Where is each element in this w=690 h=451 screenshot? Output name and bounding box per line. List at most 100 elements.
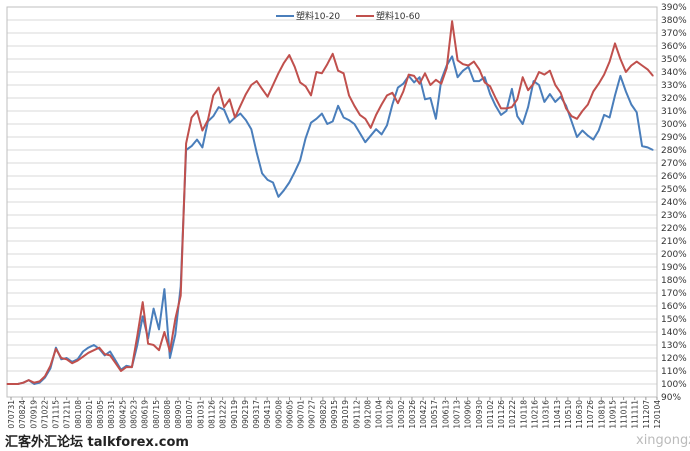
y-tick-label: 190% xyxy=(661,263,687,273)
data-point-series1 xyxy=(419,76,421,78)
data-point-series1 xyxy=(277,196,279,198)
data-point-series2 xyxy=(22,382,24,384)
x-tick-label: 080425 xyxy=(118,400,127,429)
data-point-series2 xyxy=(28,379,30,381)
data-point-series2 xyxy=(142,301,144,303)
data-point-series2 xyxy=(120,370,122,372)
x-tick-label: 111011 xyxy=(620,400,629,429)
data-point-series1 xyxy=(549,93,551,95)
data-point-series1 xyxy=(652,149,654,151)
data-point-series2 xyxy=(131,366,133,368)
x-tick-label: 090727 xyxy=(308,400,317,429)
data-point-series2 xyxy=(538,71,540,73)
data-point-series2 xyxy=(174,318,176,320)
data-point-series1 xyxy=(315,118,317,120)
x-tick-label: 110630 xyxy=(575,400,584,429)
data-point-series1 xyxy=(305,137,307,139)
data-point-series2 xyxy=(435,79,437,81)
data-point-series1 xyxy=(299,159,301,161)
x-tick-label: 100326 xyxy=(408,400,417,429)
data-point-series2 xyxy=(223,106,225,108)
data-point-series2 xyxy=(554,84,556,86)
data-point-series1 xyxy=(125,365,127,367)
series-line-2 xyxy=(7,20,654,385)
x-tick-label: 100713 xyxy=(453,400,462,429)
data-point-series2 xyxy=(527,89,529,91)
y-tick-label: 140% xyxy=(661,328,687,338)
data-point-series2 xyxy=(288,54,290,56)
grid-lines xyxy=(7,6,657,398)
x-tick-label: 110216 xyxy=(530,400,539,429)
data-point-series2 xyxy=(592,90,594,93)
data-point-series2 xyxy=(397,102,399,104)
data-point-series2 xyxy=(87,352,89,354)
x-tick-label: 100128 xyxy=(386,400,395,429)
data-point-series1 xyxy=(109,350,111,353)
data-point-series2 xyxy=(147,343,149,345)
y-tick-label: 350% xyxy=(661,55,687,65)
data-point-series1 xyxy=(522,123,524,125)
data-point-series2 xyxy=(158,349,160,351)
data-point-series1 xyxy=(386,124,388,126)
x-tick-label: 080619 xyxy=(141,400,150,429)
data-point-series1 xyxy=(136,344,138,346)
y-tick-label: 200% xyxy=(661,250,687,260)
data-point-series2 xyxy=(413,75,415,77)
data-point-series1 xyxy=(272,181,274,184)
y-tick-label: 390% xyxy=(661,3,687,13)
data-point-series2 xyxy=(272,84,274,86)
data-point-series1 xyxy=(516,115,518,117)
data-point-series2 xyxy=(153,344,155,346)
data-point-series1 xyxy=(462,70,464,72)
data-point-series2 xyxy=(283,62,285,64)
data-point-series2 xyxy=(33,382,35,384)
y-tick-label: 340% xyxy=(661,68,687,78)
data-point-series1 xyxy=(505,110,507,112)
data-point-series2 xyxy=(207,119,209,121)
data-point-series1 xyxy=(381,133,383,135)
data-point-series1 xyxy=(196,139,198,141)
data-point-series2 xyxy=(429,84,431,86)
data-point-series1 xyxy=(153,308,155,310)
data-point-series2 xyxy=(375,114,377,116)
x-tick-label: 091112 xyxy=(352,400,361,429)
data-point-series1 xyxy=(630,103,632,106)
data-point-series2 xyxy=(495,97,497,99)
data-point-series1 xyxy=(33,383,35,385)
data-point-series2 xyxy=(478,68,480,70)
data-point-series1 xyxy=(267,179,269,181)
data-point-series2 xyxy=(359,114,361,116)
data-point-series1 xyxy=(169,357,171,359)
x-tick-label: 110316 xyxy=(542,400,551,429)
x-tick-label: 090119 xyxy=(230,400,239,429)
x-tick-label: 090701 xyxy=(297,400,306,429)
x-tick-label: 100104 xyxy=(375,400,384,429)
data-point-series1 xyxy=(239,113,241,115)
data-point-series1 xyxy=(495,105,497,107)
data-point-series2 xyxy=(93,349,95,351)
data-point-series2 xyxy=(201,129,203,132)
data-point-series1 xyxy=(511,88,513,90)
data-point-series2 xyxy=(169,350,171,353)
data-point-series1 xyxy=(619,75,622,77)
data-point-series2 xyxy=(353,105,355,107)
data-point-series1 xyxy=(375,128,377,130)
data-point-series2 xyxy=(609,61,611,63)
data-point-series2 xyxy=(636,61,638,63)
y-tick-label: 260% xyxy=(661,172,687,182)
x-tick-label: 100930 xyxy=(475,400,484,429)
x-tick-label: 090508 xyxy=(274,400,283,429)
data-point-series2 xyxy=(533,83,535,85)
x-tick-label: 090219 xyxy=(241,400,250,429)
y-tick-label: 220% xyxy=(661,224,687,234)
x-tick-label: 070824 xyxy=(18,400,27,429)
legend-label-series2: 塑料10-60 xyxy=(376,10,420,22)
data-point-series2 xyxy=(277,72,279,74)
data-point-series1 xyxy=(343,116,345,119)
x-tick-label: 110915 xyxy=(608,400,617,429)
x-tick-label: 091208 xyxy=(363,400,372,429)
data-point-series2 xyxy=(641,64,643,67)
data-point-series1 xyxy=(288,181,290,184)
watermark-right: xingongzi xyxy=(636,433,690,448)
